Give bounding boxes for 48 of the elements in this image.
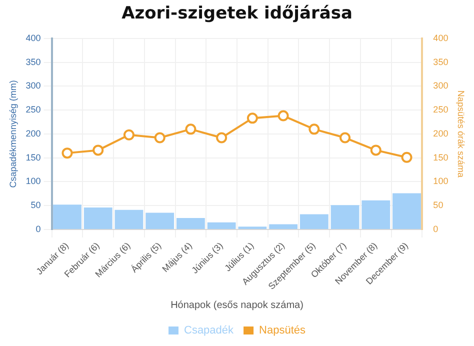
y-tick-label: 350	[26, 56, 41, 67]
point	[246, 112, 258, 124]
legend-label: Csapadék	[184, 324, 234, 337]
bar	[176, 218, 205, 230]
y-tick-label: 400	[26, 32, 41, 43]
bar	[53, 204, 82, 230]
y2-tick-label: 300	[433, 80, 448, 91]
y2-tick-label: 350	[433, 56, 448, 67]
y-tick-label: 300	[26, 80, 41, 91]
bar	[330, 205, 360, 230]
point	[340, 132, 351, 144]
bar	[114, 210, 144, 230]
y-tick-label: 150	[26, 152, 41, 162]
y2-tick-label: 150	[433, 152, 448, 162]
y-tick-label: 50	[30, 200, 41, 210]
point	[123, 129, 134, 140]
y2-tick-label: 50	[433, 200, 444, 210]
bar	[238, 226, 267, 230]
legend-label: Napsütés	[259, 324, 306, 337]
x-axis-title: Hónapok (esős napok száma)	[170, 300, 304, 311]
y2-tick-label: 400	[433, 32, 448, 43]
point	[154, 132, 166, 144]
y-tick-label: 0	[36, 224, 41, 234]
y2-tick-label: 0	[433, 224, 438, 234]
y-tick-label: 200	[26, 128, 41, 138]
point	[308, 124, 320, 135]
point	[62, 148, 73, 159]
y-tick-label: 250	[26, 104, 41, 115]
y2-axis-title: Napsütés órák száma	[456, 90, 466, 178]
y-tick-label: 100	[26, 176, 41, 186]
bar	[84, 208, 112, 230]
bar	[300, 214, 328, 230]
chart-title: Azori-szigetek időjárása	[122, 4, 352, 24]
bar	[362, 200, 390, 230]
point	[401, 152, 412, 163]
y2-tick-label: 100	[433, 176, 448, 186]
y-axis-title: Csapadékmennyiség (mm)	[8, 80, 18, 188]
y2-tick-label: 200	[433, 128, 448, 138]
point	[216, 132, 228, 144]
y2-tick-label: 250	[433, 104, 448, 115]
point	[370, 144, 382, 156]
bar	[392, 193, 421, 230]
bar	[269, 224, 298, 230]
point	[278, 110, 289, 122]
bar	[146, 212, 174, 230]
point	[92, 144, 104, 156]
bar	[207, 222, 236, 230]
point	[185, 124, 196, 135]
